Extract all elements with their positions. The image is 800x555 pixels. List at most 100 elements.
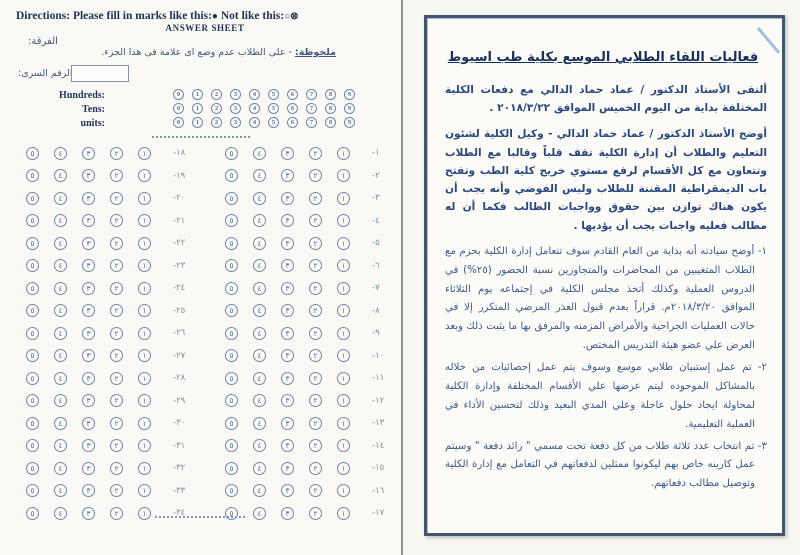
- choice-bubble[interactable]: ٥: [225, 371, 238, 385]
- choice-bubble[interactable]: ٥: [225, 439, 238, 452]
- choice-bubble[interactable]: ٢: [110, 394, 123, 407]
- choice-bubble[interactable]: ٢: [110, 416, 123, 430]
- choice-bubble[interactable]: ١: [337, 214, 350, 227]
- choice-bubble[interactable]: ٥: [225, 146, 238, 160]
- choice-bubble[interactable]: ٣: [281, 506, 294, 520]
- digit-bubble[interactable]: 7: [306, 117, 317, 128]
- choice-bubble[interactable]: ٤: [54, 169, 67, 182]
- choice-bubble[interactable]: ١: [337, 506, 350, 520]
- digit-bubble[interactable]: 5: [268, 103, 279, 114]
- choice-bubble[interactable]: ٥: [26, 439, 39, 452]
- choice-bubble[interactable]: ٤: [54, 506, 67, 520]
- digit-bubble[interactable]: 8: [325, 89, 336, 100]
- choice-bubble[interactable]: ٣: [281, 236, 294, 250]
- choice-bubble[interactable]: ١: [337, 394, 350, 407]
- digit-bubble[interactable]: 8: [325, 117, 336, 128]
- choice-bubble[interactable]: ٣: [82, 281, 95, 295]
- choice-bubble[interactable]: ٢: [110, 371, 123, 385]
- choice-bubble[interactable]: ٣: [281, 214, 294, 227]
- choice-bubble[interactable]: ١: [337, 371, 350, 385]
- choice-bubble[interactable]: ٢: [309, 506, 322, 520]
- choice-bubble[interactable]: ٤: [253, 169, 266, 182]
- choice-bubble[interactable]: ٣: [281, 304, 294, 317]
- choice-bubble[interactable]: ١: [138, 214, 151, 227]
- choice-bubble[interactable]: ١: [337, 146, 350, 160]
- choice-bubble[interactable]: ١: [337, 191, 350, 205]
- choice-bubble[interactable]: ٤: [253, 304, 266, 317]
- choice-bubble[interactable]: ١: [138, 169, 151, 182]
- choice-bubble[interactable]: ٤: [54, 259, 67, 272]
- choice-bubble[interactable]: ٤: [54, 349, 67, 362]
- choice-bubble[interactable]: ٣: [82, 394, 95, 407]
- choice-bubble[interactable]: ١: [138, 281, 151, 295]
- choice-bubble[interactable]: ٥: [26, 394, 39, 407]
- choice-bubble[interactable]: ٣: [82, 304, 95, 317]
- digit-bubble[interactable]: 3: [230, 89, 241, 100]
- choice-bubble[interactable]: ٢: [110, 506, 123, 520]
- choice-bubble[interactable]: ٣: [82, 259, 95, 272]
- choice-bubble[interactable]: ١: [337, 326, 350, 340]
- choice-bubble[interactable]: ٤: [253, 506, 266, 520]
- choice-bubble[interactable]: ٥: [26, 506, 39, 520]
- digit-bubble[interactable]: 8: [325, 103, 336, 114]
- choice-bubble[interactable]: ١: [138, 191, 151, 205]
- choice-bubble[interactable]: ٢: [309, 281, 322, 295]
- choice-bubble[interactable]: ٢: [309, 484, 322, 497]
- choice-bubble[interactable]: ٤: [54, 236, 67, 250]
- digit-bubble[interactable]: 9: [344, 89, 355, 100]
- choice-bubble[interactable]: ٤: [253, 461, 266, 475]
- choice-bubble[interactable]: ٣: [82, 349, 95, 362]
- choice-bubble[interactable]: ١: [138, 146, 151, 160]
- choice-bubble[interactable]: ٥: [225, 169, 238, 182]
- choice-bubble[interactable]: ٥: [26, 169, 39, 182]
- choice-bubble[interactable]: ٥: [225, 484, 238, 497]
- choice-bubble[interactable]: ٤: [253, 371, 266, 385]
- choice-bubble[interactable]: ٣: [281, 394, 294, 407]
- digit-bubble[interactable]: 0: [173, 89, 184, 100]
- digit-bubble[interactable]: 2: [211, 89, 222, 100]
- choice-bubble[interactable]: ٤: [253, 484, 266, 497]
- choice-bubble[interactable]: ٢: [110, 236, 123, 250]
- choice-bubble[interactable]: ٣: [82, 484, 95, 497]
- choice-bubble[interactable]: ٥: [26, 371, 39, 385]
- digit-bubble[interactable]: 4: [249, 117, 260, 128]
- digit-bubble[interactable]: 9: [344, 117, 355, 128]
- choice-bubble[interactable]: ٤: [54, 214, 67, 227]
- choice-bubble[interactable]: ٢: [110, 484, 123, 497]
- secret-number-box[interactable]: [71, 65, 129, 82]
- choice-bubble[interactable]: ١: [138, 371, 151, 385]
- choice-bubble[interactable]: ٢: [309, 349, 322, 362]
- choice-bubble[interactable]: ٥: [26, 259, 39, 272]
- choice-bubble[interactable]: ٤: [253, 416, 266, 430]
- choice-bubble[interactable]: ٢: [110, 214, 123, 227]
- digit-bubble[interactable]: 3: [230, 117, 241, 128]
- choice-bubble[interactable]: ٥: [26, 416, 39, 430]
- choice-bubble[interactable]: ٥: [225, 461, 238, 475]
- choice-bubble[interactable]: ٥: [26, 461, 39, 475]
- choice-bubble[interactable]: ٤: [54, 304, 67, 317]
- choice-bubble[interactable]: ٢: [309, 461, 322, 475]
- choice-bubble[interactable]: ٤: [54, 191, 67, 205]
- choice-bubble[interactable]: ٥: [225, 191, 238, 205]
- choice-bubble[interactable]: ٢: [110, 439, 123, 452]
- digit-bubble[interactable]: 1: [192, 103, 203, 114]
- choice-bubble[interactable]: ١: [337, 304, 350, 317]
- choice-bubble[interactable]: ١: [337, 259, 350, 272]
- choice-bubble[interactable]: ١: [138, 461, 151, 475]
- choice-bubble[interactable]: ٢: [309, 214, 322, 227]
- choice-bubble[interactable]: ١: [337, 281, 350, 295]
- digit-bubble[interactable]: 6: [287, 89, 298, 100]
- choice-bubble[interactable]: ٤: [253, 146, 266, 160]
- choice-bubble[interactable]: ٤: [54, 326, 67, 340]
- digit-bubble[interactable]: 7: [306, 89, 317, 100]
- choice-bubble[interactable]: ٥: [225, 236, 238, 250]
- choice-bubble[interactable]: ٣: [82, 461, 95, 475]
- choice-bubble[interactable]: ٢: [309, 259, 322, 272]
- choice-bubble[interactable]: ٥: [225, 304, 238, 317]
- choice-bubble[interactable]: ٤: [54, 146, 67, 160]
- digit-bubble[interactable]: 9: [344, 103, 355, 114]
- choice-bubble[interactable]: ٤: [54, 371, 67, 385]
- choice-bubble[interactable]: ٥: [225, 416, 238, 430]
- choice-bubble[interactable]: ٤: [253, 214, 266, 227]
- choice-bubble[interactable]: ٢: [309, 146, 322, 160]
